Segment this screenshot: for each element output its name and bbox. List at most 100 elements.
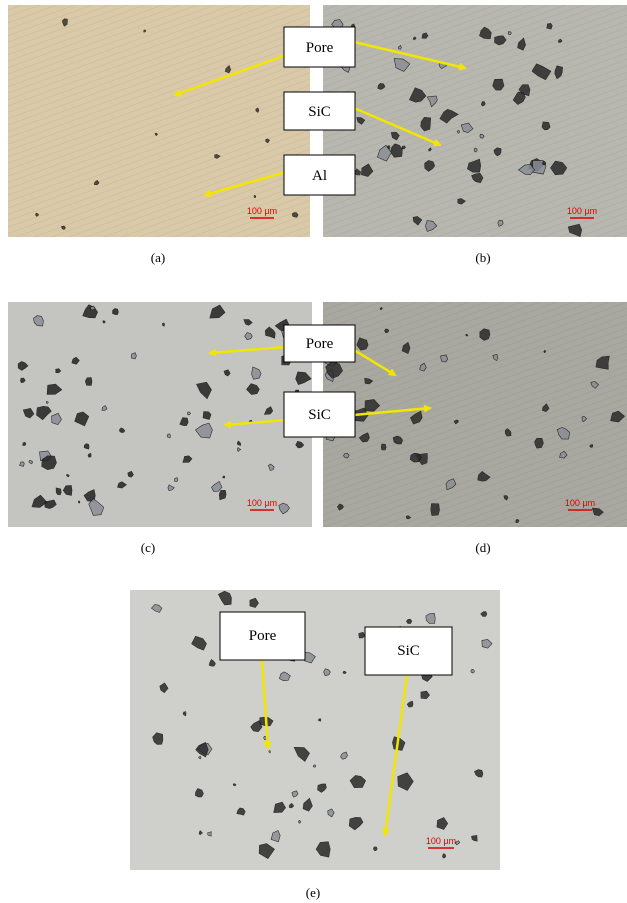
particle xyxy=(406,700,414,708)
particle xyxy=(295,371,312,385)
particle xyxy=(445,478,457,491)
particle xyxy=(292,212,299,218)
particle xyxy=(492,354,499,362)
texture xyxy=(8,5,310,237)
arrow xyxy=(353,404,432,417)
particle xyxy=(258,843,275,860)
callout-text: SiC xyxy=(308,104,331,120)
particle xyxy=(467,158,482,173)
particle xyxy=(541,160,547,166)
particle xyxy=(244,332,253,340)
particle xyxy=(550,160,568,176)
particle xyxy=(439,108,459,124)
callout-box xyxy=(283,154,356,196)
particle xyxy=(295,440,305,449)
scale-bars: 100 µm 100 µm 100 µm 100 µm 100 µm xyxy=(247,206,597,849)
particle xyxy=(17,361,29,371)
particle xyxy=(224,64,232,74)
particle xyxy=(442,853,447,859)
particle xyxy=(44,499,57,509)
particle xyxy=(323,668,331,676)
particle xyxy=(393,58,411,72)
particle xyxy=(55,487,62,496)
particle xyxy=(20,377,26,384)
particle xyxy=(93,179,100,186)
particle xyxy=(425,220,438,232)
particle xyxy=(46,383,63,395)
particle xyxy=(270,830,281,843)
particle xyxy=(119,427,126,433)
particle xyxy=(517,37,526,51)
particle xyxy=(610,410,626,423)
scale-label: 100 µm xyxy=(565,498,595,508)
arrow xyxy=(173,53,287,97)
particle xyxy=(150,604,163,613)
particle xyxy=(182,455,193,463)
particle xyxy=(194,422,213,439)
particle xyxy=(408,87,427,103)
callout-box xyxy=(283,391,356,438)
particle xyxy=(51,412,62,426)
particle xyxy=(426,95,438,108)
particle xyxy=(243,319,253,326)
arrow xyxy=(353,106,442,147)
particle xyxy=(154,132,158,136)
particle xyxy=(471,172,484,184)
particle xyxy=(559,450,568,459)
particle xyxy=(61,225,66,230)
particle xyxy=(379,307,383,311)
particle xyxy=(288,802,295,809)
particle xyxy=(167,484,175,492)
particle xyxy=(195,788,204,798)
callout-text: Al xyxy=(312,168,327,184)
callout-box xyxy=(283,26,356,68)
particle xyxy=(543,349,547,354)
particle xyxy=(481,639,493,649)
particle xyxy=(45,401,49,404)
particle xyxy=(546,23,553,30)
particle xyxy=(246,383,260,395)
particle xyxy=(591,507,604,517)
particle xyxy=(179,417,189,427)
particle xyxy=(191,635,207,651)
particle xyxy=(398,45,402,50)
particle xyxy=(209,304,226,319)
particle xyxy=(174,477,179,482)
particle xyxy=(473,147,478,153)
particle xyxy=(222,475,226,479)
particle xyxy=(405,515,412,520)
particle xyxy=(302,797,313,812)
particle xyxy=(401,145,406,150)
particle xyxy=(143,29,147,33)
particle xyxy=(236,807,246,816)
particle xyxy=(325,360,343,379)
particle xyxy=(84,377,93,386)
particle xyxy=(493,147,502,157)
callout-text: Pore xyxy=(306,336,334,352)
particle xyxy=(265,138,270,144)
particle xyxy=(22,441,27,446)
particle xyxy=(361,163,374,177)
arrow xyxy=(381,674,409,837)
particle xyxy=(456,130,460,134)
particle xyxy=(71,356,80,365)
particle xyxy=(531,63,552,81)
particle xyxy=(518,84,531,97)
particle xyxy=(218,489,227,501)
particle xyxy=(253,195,257,198)
particle xyxy=(31,494,48,508)
particle xyxy=(278,502,290,515)
particle xyxy=(298,820,302,824)
particle xyxy=(534,437,544,449)
scale-label: 100 µm xyxy=(426,836,456,846)
particle xyxy=(315,841,331,858)
particle xyxy=(207,831,212,837)
particle xyxy=(87,452,92,458)
particle xyxy=(343,452,350,459)
particle xyxy=(62,485,73,496)
particle xyxy=(62,18,68,27)
particle xyxy=(166,433,171,439)
particle xyxy=(420,116,432,132)
particle xyxy=(390,131,400,141)
particle xyxy=(517,164,535,176)
